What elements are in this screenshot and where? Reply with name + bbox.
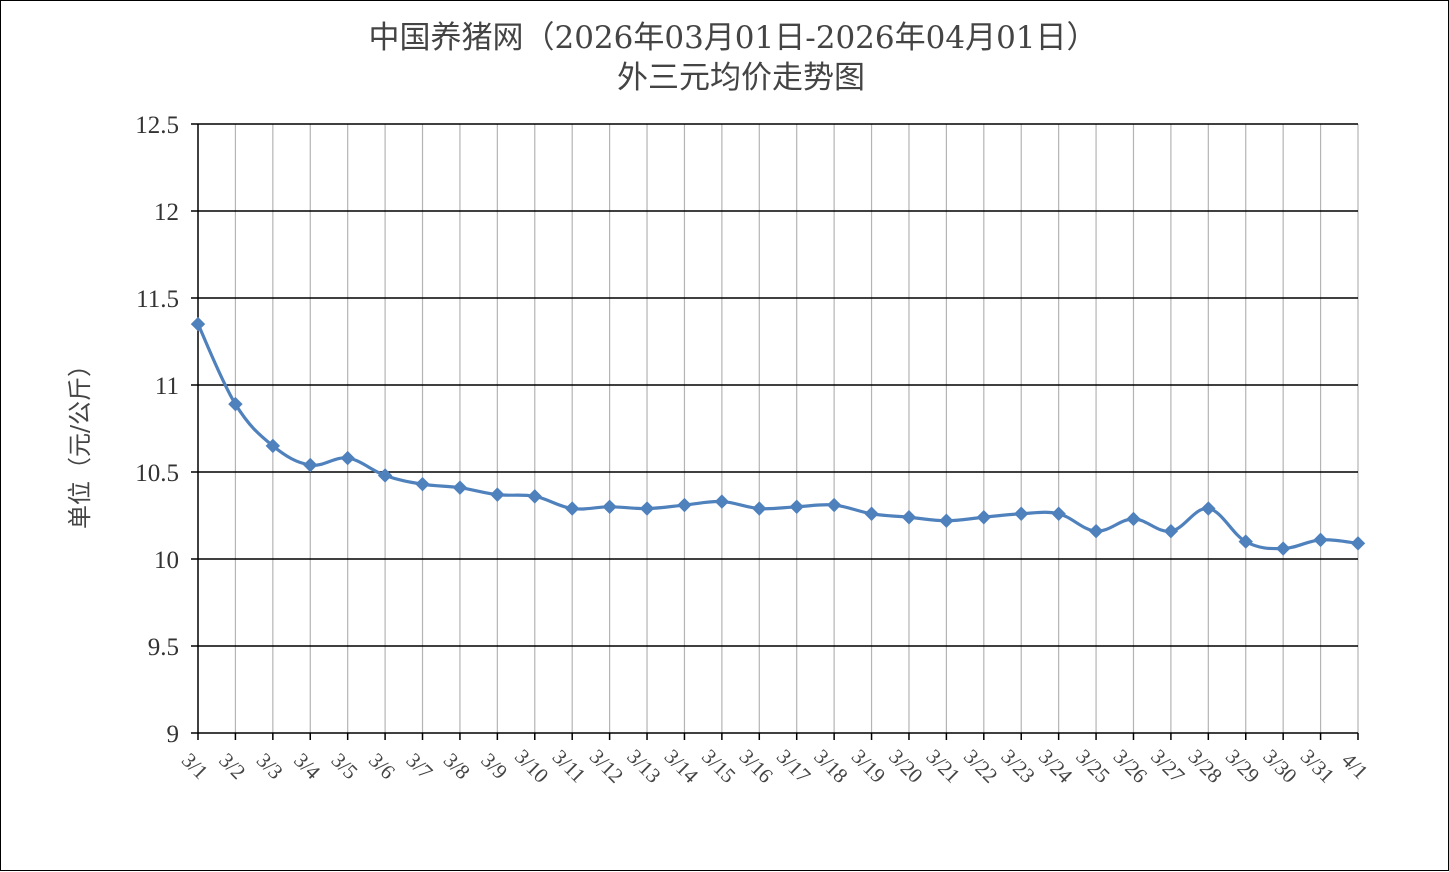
x-tick-label: 3/3	[252, 748, 288, 784]
data-point-marker	[1014, 506, 1029, 521]
horizontal-gridlines	[191, 123, 1358, 734]
data-point-marker	[1238, 534, 1253, 549]
data-point-marker	[677, 497, 692, 513]
x-tick-label: 3/4	[289, 748, 325, 784]
data-point-marker	[1350, 536, 1366, 551]
data-point-marker	[939, 513, 954, 528]
data-point-marker	[602, 499, 617, 515]
axes	[197, 124, 1359, 740]
x-tick-label: 3/23	[996, 744, 1039, 787]
data-point-marker	[527, 489, 542, 504]
x-tick-label: 4/1	[1337, 748, 1373, 784]
x-tick-label: 3/31	[1296, 744, 1339, 787]
x-tick-label: 3/16	[735, 744, 778, 787]
series-average-price	[190, 316, 1366, 556]
data-point-marker	[864, 506, 879, 521]
data-point-marker	[564, 501, 580, 516]
data-point-marker	[340, 450, 355, 466]
x-tick-label: 3/8	[439, 748, 475, 784]
x-tick-label: 3/15	[697, 744, 740, 787]
x-tick-label: 3/28	[1184, 744, 1227, 787]
data-point-marker	[190, 316, 206, 332]
x-tick-labels: 3/1 3/2 3/3 3/4 3/5 3/6 3/7 3/8 3/93/103/113/123…	[177, 744, 1373, 788]
data-point-marker	[1275, 541, 1291, 556]
y-tick-label: 11	[155, 373, 179, 400]
chart-subtitle: 外三元均价走势图	[617, 60, 865, 96]
vertical-gridlines	[234, 124, 1359, 733]
y-tick-labels: 12.5 12 11.5 11 10.5 10 9.5 9	[135, 112, 179, 748]
data-point-marker	[752, 501, 767, 516]
y-tick-label: 9.5	[148, 634, 179, 661]
data-point-marker	[976, 510, 992, 525]
data-point-marker	[415, 476, 430, 492]
x-tick-label: 3/19	[847, 744, 890, 787]
x-tick-label: 3/1	[177, 748, 213, 784]
y-tick-label: 12	[154, 199, 179, 226]
x-tick-label: 3/14	[660, 744, 704, 788]
x-tick-label: 3/18	[809, 744, 852, 787]
data-point-marker	[490, 487, 505, 502]
data-point-marker	[789, 499, 804, 515]
data-point-marker	[901, 510, 917, 525]
x-tick-label: 3/6	[364, 748, 400, 784]
x-tick-label: 3/22	[959, 744, 1002, 787]
x-tick-label: 3/11	[548, 745, 591, 788]
x-tick-label: 3/12	[585, 744, 628, 787]
x-tick-label: 3/29	[1221, 744, 1264, 787]
data-point-marker	[452, 480, 468, 495]
data-point-marker	[1313, 532, 1328, 548]
x-tick-label: 3/20	[884, 744, 927, 787]
x-tick-label: 3/25	[1071, 744, 1114, 787]
x-tick-label: 3/30	[1258, 744, 1301, 787]
data-point-marker	[826, 497, 842, 513]
x-tick-label: 3/13	[622, 744, 665, 787]
data-point-marker	[228, 396, 243, 412]
data-point-marker	[639, 501, 655, 516]
x-tick-label: 3/21	[922, 744, 965, 787]
series-line	[196, 323, 1359, 551]
y-tick-label: 12.5	[135, 112, 179, 139]
x-tick-label: 3/27	[1146, 744, 1189, 787]
y-tick-label: 9	[167, 721, 180, 748]
data-point-marker	[265, 438, 281, 454]
x-tick-label: 3/5	[327, 748, 363, 784]
y-tick-label: 11.5	[136, 286, 179, 313]
data-point-marker	[1088, 523, 1104, 539]
x-tick-label: 3/24	[1034, 744, 1078, 788]
y-tick-label: 10	[154, 547, 179, 574]
x-tick-label: 3/10	[510, 744, 553, 787]
x-tick-label: 3/17	[772, 744, 815, 787]
y-tick-label: 10.5	[135, 460, 179, 487]
data-point-marker	[1126, 511, 1141, 527]
x-tick-label: 3/2	[214, 748, 250, 784]
x-tick-label: 3/9	[476, 748, 512, 784]
data-point-marker	[1201, 501, 1216, 516]
data-point-marker	[377, 468, 393, 483]
chart-title: 中国养猪网（2026年03月01日-2026年04月01日）	[368, 20, 1097, 56]
x-tick-label: 3/7	[401, 748, 437, 784]
y-axis-label: 单位（元/公斤）	[66, 353, 94, 529]
data-point-marker	[714, 494, 730, 509]
data-point-marker	[1051, 506, 1066, 521]
x-tick-label: 3/26	[1109, 744, 1152, 787]
data-point-marker	[1163, 523, 1179, 539]
data-point-marker	[303, 457, 318, 473]
